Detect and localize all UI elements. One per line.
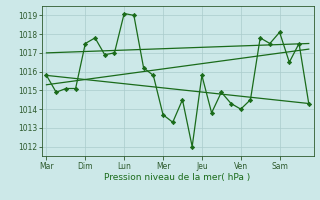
X-axis label: Pression niveau de la mer( hPa ): Pression niveau de la mer( hPa ) [104,173,251,182]
